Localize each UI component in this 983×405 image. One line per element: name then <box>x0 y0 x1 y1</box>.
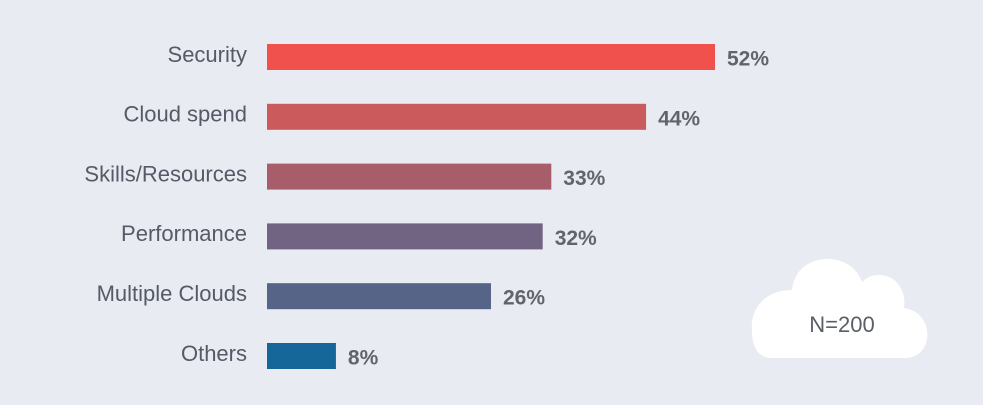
bar-security <box>267 44 715 70</box>
value-label-performance: 32% <box>555 227 597 250</box>
bar-performance <box>267 223 543 250</box>
value-label-skills-resources: 33% <box>563 167 605 190</box>
category-label-skills-resources: Skills/Resources <box>84 161 247 186</box>
bar-multiple-clouds <box>267 283 491 310</box>
cloud-shape <box>751 258 928 358</box>
bar-cloud-spend <box>267 103 647 130</box>
category-label-multiple-clouds: Multiple Clouds <box>97 281 247 306</box>
cloud-icon: N=200 <box>751 258 928 358</box>
bar-others <box>267 343 336 369</box>
value-label-security: 52% <box>727 48 769 71</box>
sample-size-label: N=200 <box>809 312 874 337</box>
value-label-cloud-spend: 44% <box>658 107 700 130</box>
category-label-others: Others <box>181 341 247 366</box>
bar-skills-resources <box>267 163 552 190</box>
category-label-performance: Performance <box>121 221 247 246</box>
value-label-multiple-clouds: 26% <box>503 287 545 310</box>
value-label-others: 8% <box>348 347 379 370</box>
category-label-security: Security <box>168 42 247 67</box>
category-label-cloud-spend: Cloud spend <box>123 102 247 127</box>
